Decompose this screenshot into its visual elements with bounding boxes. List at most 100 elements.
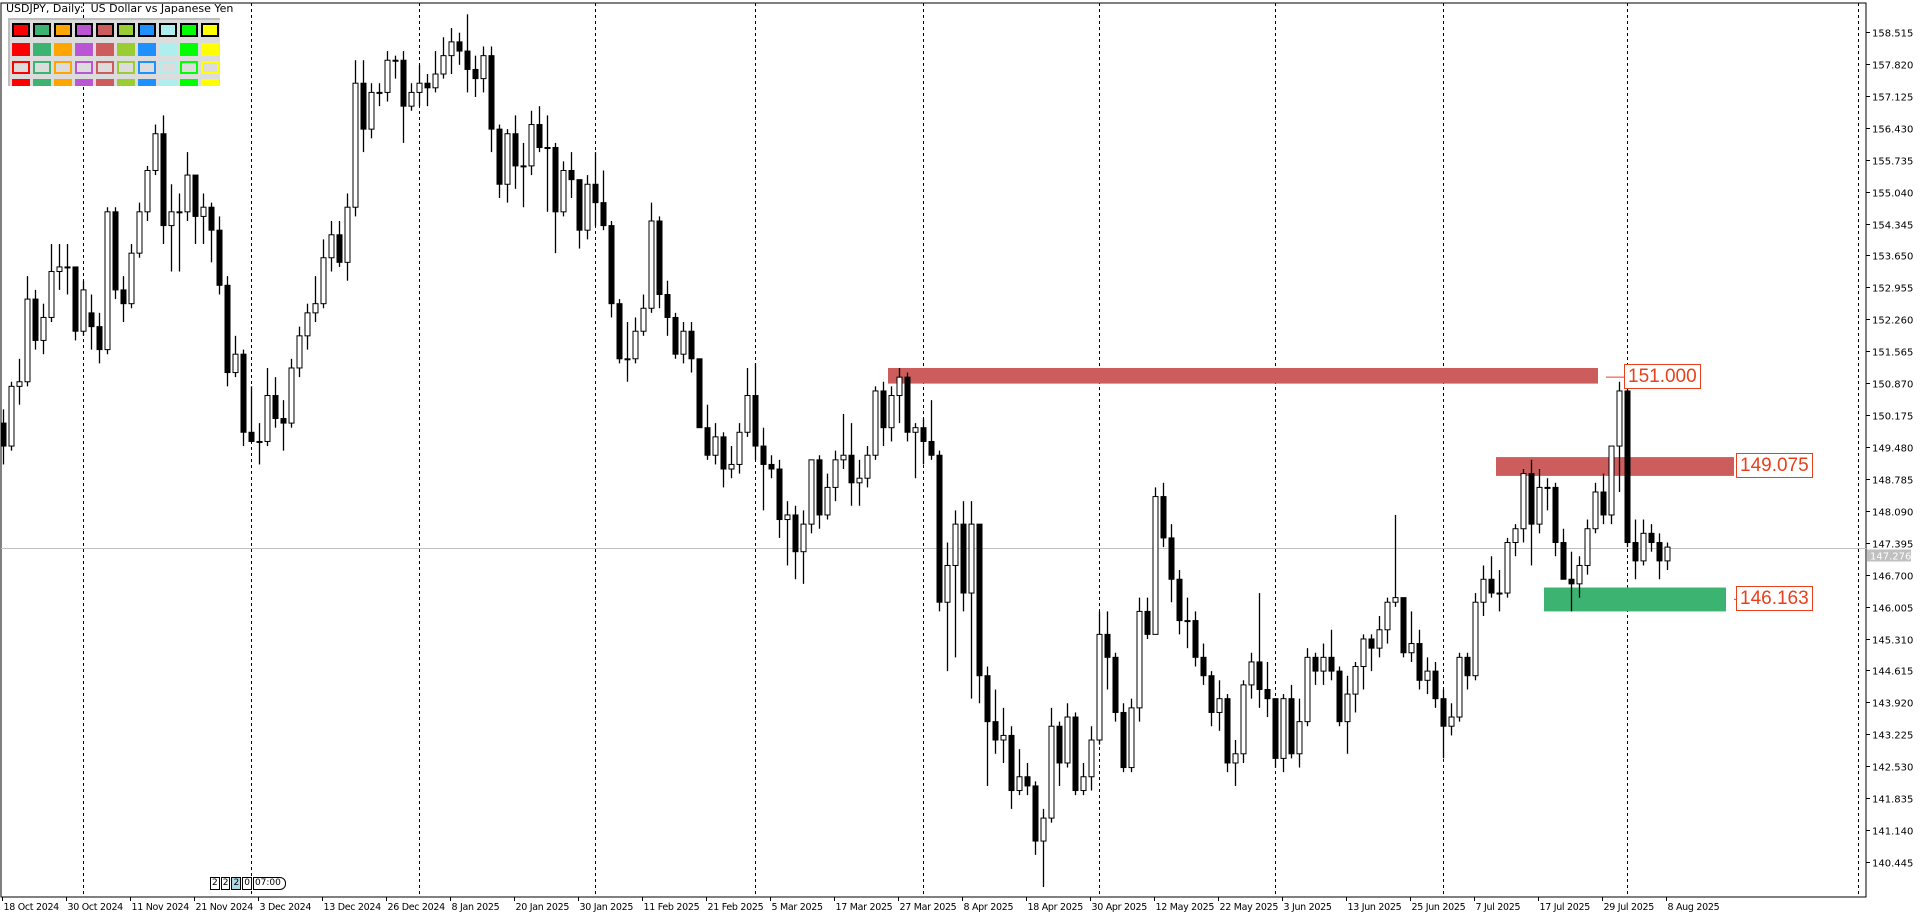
color-swatch[interactable] xyxy=(75,61,93,74)
candle-body-bull xyxy=(856,477,863,484)
candle xyxy=(1440,689,1447,759)
candle-body-bull xyxy=(912,427,919,433)
color-swatch[interactable] xyxy=(201,43,219,56)
candle xyxy=(472,55,479,97)
color-swatch[interactable] xyxy=(159,23,177,37)
color-swatch[interactable] xyxy=(96,23,114,37)
candle xyxy=(80,280,87,336)
color-swatch[interactable] xyxy=(117,79,135,86)
candle xyxy=(520,142,527,208)
price-zone-1[interactable] xyxy=(888,367,1598,384)
color-swatch[interactable] xyxy=(96,43,114,56)
x-tick-label: 22 May 2025 xyxy=(1220,902,1279,913)
candle-body-bear xyxy=(192,174,199,217)
color-swatch[interactable] xyxy=(138,43,156,56)
level-label[interactable]: 151.000 xyxy=(1624,364,1701,390)
color-swatch[interactable] xyxy=(33,79,51,86)
color-swatch[interactable] xyxy=(96,79,114,86)
candle xyxy=(1040,808,1047,887)
color-swatch[interactable] xyxy=(159,61,177,74)
candle-body-bear xyxy=(1256,661,1263,690)
price-zone-2[interactable] xyxy=(1496,457,1734,476)
candle xyxy=(584,175,591,240)
x-tick-label: 11 Nov 2024 xyxy=(132,902,190,913)
color-swatch[interactable] xyxy=(201,23,219,37)
candle-body-bull xyxy=(1016,776,1023,792)
candle xyxy=(200,193,207,244)
color-swatch[interactable] xyxy=(96,61,114,74)
candle xyxy=(392,55,399,79)
color-swatch[interactable] xyxy=(54,43,72,56)
candle-body-bull xyxy=(520,165,527,168)
color-swatch[interactable] xyxy=(138,61,156,74)
candle xyxy=(1256,593,1263,708)
color-swatch[interactable] xyxy=(12,43,30,56)
candle-body-bull xyxy=(48,271,55,318)
color-swatch[interactable] xyxy=(180,43,198,56)
level-label[interactable]: 146.163 xyxy=(1736,586,1813,612)
candle xyxy=(1272,698,1279,768)
x-tick-label: 21 Nov 2024 xyxy=(196,902,254,913)
candle-body-bull xyxy=(840,454,847,461)
price-zone-3[interactable] xyxy=(1544,587,1726,612)
candle-body-bear xyxy=(920,427,927,442)
color-swatch[interactable] xyxy=(180,79,198,86)
candle-body-bull xyxy=(1040,817,1047,842)
candle-body-bear xyxy=(552,147,559,213)
color-swatch[interactable] xyxy=(75,43,93,56)
color-swatch[interactable] xyxy=(117,23,135,37)
candle-body-bear xyxy=(776,468,783,521)
candle-body-bull xyxy=(1136,610,1143,709)
color-swatch[interactable] xyxy=(75,79,93,86)
color-swatch[interactable] xyxy=(54,79,72,86)
y-tick-label: 146.005 xyxy=(1872,604,1913,615)
color-swatch[interactable] xyxy=(138,79,156,86)
color-swatch[interactable] xyxy=(75,23,93,37)
color-swatch[interactable] xyxy=(159,43,177,56)
candle xyxy=(1264,661,1271,718)
color-swatch[interactable] xyxy=(138,23,156,37)
candle xyxy=(440,37,447,79)
candle-body-bull xyxy=(680,330,687,355)
candle xyxy=(480,46,487,93)
color-swatch[interactable] xyxy=(180,61,198,74)
y-tick-label: 152.260 xyxy=(1872,316,1913,327)
candle xyxy=(1232,740,1239,786)
candle-body-bear xyxy=(1656,542,1663,562)
candle xyxy=(1648,524,1655,552)
color-swatch[interactable] xyxy=(33,43,51,56)
candle-body-bear xyxy=(72,266,79,332)
color-swatch[interactable] xyxy=(117,43,135,56)
color-swatch[interactable] xyxy=(33,61,51,74)
color-swatch[interactable] xyxy=(180,23,198,37)
candle-body-bull xyxy=(1152,496,1159,635)
candle-body-bull xyxy=(104,211,111,351)
color-swatch[interactable] xyxy=(12,61,30,74)
candle xyxy=(640,294,647,336)
color-swatch[interactable] xyxy=(12,79,30,86)
color-swatch[interactable] xyxy=(33,23,51,37)
color-palette-panel[interactable] xyxy=(8,18,220,86)
candle-body-bull xyxy=(1640,532,1647,562)
color-swatch[interactable] xyxy=(12,23,30,37)
level-label[interactable]: 149.075 xyxy=(1736,452,1813,478)
color-swatch[interactable] xyxy=(54,61,72,74)
candle-body-bear xyxy=(1440,698,1447,727)
y-tick-label: 147.395 xyxy=(1872,540,1913,551)
x-tick-label: 3 Dec 2024 xyxy=(260,902,312,913)
x-tick-label: 13 Dec 2024 xyxy=(324,902,382,913)
candle-body-bull xyxy=(1296,721,1303,755)
color-swatch[interactable] xyxy=(117,61,135,74)
candle-body-bear xyxy=(360,82,367,130)
candle xyxy=(216,216,223,295)
candle-body-bear xyxy=(1264,688,1271,700)
candle-body-bull xyxy=(1376,629,1383,649)
x-tick-label: 18 Oct 2024 xyxy=(4,902,60,913)
color-swatch[interactable] xyxy=(201,61,219,74)
color-swatch[interactable] xyxy=(54,23,72,37)
candle xyxy=(1192,611,1199,667)
color-swatch[interactable] xyxy=(201,79,219,86)
color-swatch[interactable] xyxy=(159,79,177,86)
x-tick-label: 25 Jun 2025 xyxy=(1412,902,1466,913)
